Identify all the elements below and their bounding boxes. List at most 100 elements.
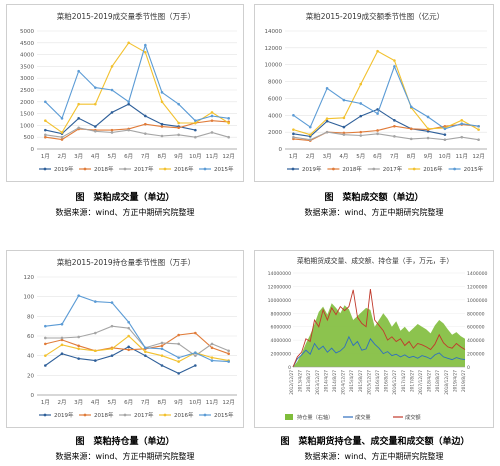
series-4-point-5: [127, 100, 130, 104]
series-0-point-3: [94, 359, 97, 362]
series-4-point-2: [77, 69, 80, 73]
futures-combo-chart: 菜粕期货成交量、成交额、持仓量（手，万元，手）02000000400000060…: [268, 256, 488, 421]
y-tick-label-6: 12000: [265, 46, 283, 52]
legend-label-3: 2016年: [423, 165, 443, 173]
legend-marker-3: [163, 413, 167, 417]
series-4-point-4: [110, 301, 114, 304]
series-line-1: [292, 335, 466, 368]
x-tick-label-1: 2月: [58, 153, 67, 160]
series-line-1: [45, 120, 229, 141]
series-2-point-1: [60, 336, 64, 340]
series-4-point-4: [110, 88, 114, 92]
legend-marker-2: [372, 167, 376, 171]
series-0-point-1: [60, 352, 64, 355]
legend-label-1: 2018年: [94, 411, 114, 419]
x-tick-label-15: 2017/12/27: [418, 370, 424, 395]
caption-open-interest: 图 菜粕持仓量（单边）: [75, 437, 175, 447]
series-3-point-0: [44, 354, 47, 357]
series-4-point-6: [144, 346, 147, 350]
y-tick-label-0: 0: [31, 393, 35, 399]
series-3-point-4: [110, 347, 114, 351]
y-tick-label-4: 2000: [20, 100, 34, 106]
x-tick-label-12: 2016/12/27: [392, 370, 398, 395]
series-2-point-11: [477, 138, 480, 142]
series-1-point-10: [210, 346, 214, 350]
series-3-point-3: [94, 102, 97, 106]
left-y-tick-label-6: 12000000: [268, 284, 291, 290]
series-3-point-0: [292, 128, 295, 131]
x-tick-label-7: 2015/4/27: [349, 370, 355, 392]
caption-futures: 图 菜粕期货持仓量、成交量和成交额（单边）: [280, 437, 470, 447]
legend-marker-1: [332, 167, 335, 171]
series-2-point-7: [160, 134, 164, 138]
legend-label-2: 2017年: [134, 411, 154, 419]
series-2-point-8: [177, 342, 180, 346]
source-amount: 数据来源：wind、方正中期研究院整理: [304, 208, 444, 217]
amount-seasonal-chart: 菜粕2015-2019成交额季节性图（亿元） 0 2000 4000 6000 8000 1…: [265, 11, 487, 173]
legend-label-2: 2017年: [383, 165, 403, 173]
y-tick-label-3: 60: [27, 334, 34, 340]
series-1-point-10: [210, 119, 214, 122]
x-tick-label-3: 4月: [91, 399, 100, 406]
series-4-point-0: [44, 324, 47, 328]
series-2-point-6: [144, 132, 147, 135]
series-2-point-10: [210, 131, 214, 134]
series-2-point-9: [194, 135, 197, 139]
series-line-0: [45, 103, 196, 135]
legend-marker-1: [83, 167, 87, 171]
series-0-point-0: [44, 364, 47, 367]
right-y-tick-label-1: 200000: [467, 352, 485, 358]
series-1-point-7: [160, 344, 164, 348]
chart-panel-open-interest: 菜粕2015-2019持仓量季节性图（万手） 0 20 40 60 80 100 120 1月 2…: [6, 250, 244, 428]
x-tick-label-16: 2018/4/27: [427, 370, 433, 392]
series-2-point-1: [308, 138, 312, 142]
series-line-3: [293, 50, 479, 136]
series-4-point-7: [160, 91, 164, 94]
x-tick-label-20: 2019/8/27: [461, 370, 467, 392]
right-y-tick-label-0: 0: [467, 365, 470, 371]
series-2-point-5: [376, 132, 379, 136]
series-0-point-0: [292, 132, 295, 136]
series-1-point-4: [359, 130, 363, 134]
series-3-point-2: [77, 347, 80, 351]
series-4-point-7: [409, 105, 413, 109]
series-1-point-0: [44, 135, 47, 139]
series-line-0: [293, 108, 446, 137]
series-1-point-8: [177, 333, 180, 337]
series-3-point-5: [127, 334, 130, 338]
x-tick-label-2: 2013/8/27: [306, 370, 312, 392]
x-tick-label-10: 11月: [456, 153, 469, 160]
x-tick-label-10: 11月: [206, 153, 219, 160]
legend-marker-0: [291, 167, 295, 171]
series-4-point-1: [60, 322, 64, 326]
series-1-point-7: [160, 125, 164, 128]
series-1-point-5: [127, 348, 130, 352]
series-4-point-9: [194, 351, 197, 355]
x-tick-label-0: 1月: [289, 153, 298, 160]
x-tick-label-7: 8月: [158, 153, 167, 160]
x-tick-label-8: 9月: [424, 153, 433, 160]
series-1-point-4: [110, 128, 114, 132]
x-tick-label-6: 7月: [390, 153, 399, 160]
y-tick-label-7: 14000: [265, 29, 283, 35]
series-1-point-9: [194, 331, 197, 335]
series-2-point-4: [110, 324, 114, 328]
series-4-point-8: [426, 115, 430, 119]
series-0-point-7: [160, 364, 164, 367]
series-3-point-9: [194, 121, 197, 125]
y-tick-label-5: 10000: [265, 63, 283, 69]
series-2-point-6: [393, 135, 396, 138]
series-3-point-1: [60, 343, 64, 347]
series-4-point-5: [376, 112, 379, 115]
series-0-point-9: [194, 128, 197, 132]
x-tick-label-11: 12月: [222, 153, 235, 160]
legend-label-2: 成交额: [405, 413, 421, 421]
y-tick-label-0: 0: [279, 147, 283, 153]
x-tick-label-2: 3月: [323, 153, 332, 160]
series-0-point-3: [94, 125, 97, 128]
legend-marker-3: [163, 167, 167, 171]
series-3-point-4: [359, 82, 363, 86]
series-0-point-4: [110, 354, 114, 357]
series-2-point-3: [94, 331, 97, 335]
chart-title: 菜粕2015-2019成交额季节性图（亿元）: [306, 11, 444, 21]
